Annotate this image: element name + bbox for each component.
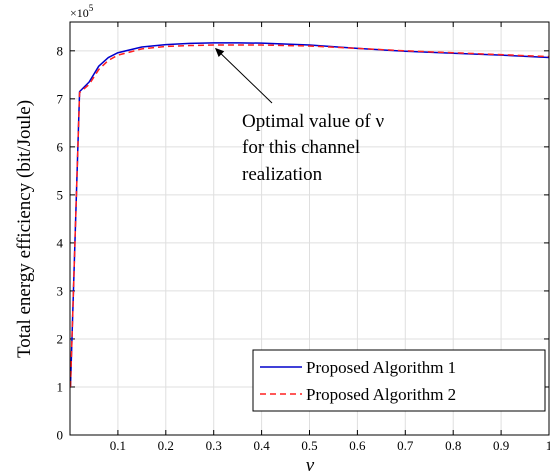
legend-box bbox=[252, 349, 546, 412]
y-axis-label: Total energy efficiency (bit/Joule) bbox=[14, 100, 35, 358]
annotation-line-1: Optimal value of ν bbox=[242, 111, 384, 132]
legend-label-series-2: Proposed Algorithm 2 bbox=[306, 385, 456, 404]
x-axis-label: ν bbox=[306, 455, 315, 474]
x-tick-label: 0.9 bbox=[493, 438, 509, 453]
annotation-line-3: realization bbox=[242, 164, 323, 185]
y-tick-label: 6 bbox=[57, 139, 64, 154]
y-tick-label: 8 bbox=[57, 43, 64, 58]
y-exponent-base: ×10 bbox=[70, 6, 89, 20]
x-tick-labels: 0.1 0.2 0.3 0.4 0.5 0.6 0.7 0.8 0.9 1 bbox=[110, 438, 550, 453]
legend-label-series-1: Proposed Algorithm 1 bbox=[306, 358, 456, 377]
x-tick-label: 0.8 bbox=[445, 438, 461, 453]
x-tick-label: 0.7 bbox=[397, 438, 414, 453]
x-tick-label: 0.2 bbox=[158, 438, 174, 453]
legend: Proposed Algorithm 1 Proposed Algorithm … bbox=[252, 349, 546, 412]
annotation: Optimal value of ν for this channel real… bbox=[214, 47, 384, 185]
annotation-arrow bbox=[214, 47, 273, 104]
y-exponent-power: 5 bbox=[89, 3, 94, 13]
x-tick-label: 0.1 bbox=[110, 438, 126, 453]
plot-frame bbox=[69, 21, 550, 436]
y-tick-label: 1 bbox=[57, 379, 64, 394]
y-tick-label: 0 bbox=[57, 428, 64, 443]
x-tick-label: 0.5 bbox=[301, 438, 317, 453]
series-lines bbox=[70, 42, 549, 388]
x-tick-label: 0.4 bbox=[253, 438, 270, 453]
y-tick-label: 3 bbox=[57, 283, 64, 298]
axis-ticks bbox=[70, 22, 550, 436]
y-exponent-label: ×105 bbox=[70, 3, 94, 20]
x-tick-label: 1 bbox=[546, 438, 550, 453]
annotation-line-2: for this channel bbox=[242, 137, 360, 158]
y-tick-label: 5 bbox=[57, 187, 64, 202]
y-tick-label: 2 bbox=[57, 331, 64, 346]
series-line-2 bbox=[70, 44, 549, 388]
y-tick-labels: 0 1 2 3 4 5 6 7 8 bbox=[57, 43, 64, 442]
y-tick-label: 4 bbox=[57, 235, 64, 250]
x-tick-label: 0.6 bbox=[349, 438, 366, 453]
x-tick-label: 0.3 bbox=[206, 438, 222, 453]
y-tick-label: 7 bbox=[57, 91, 64, 106]
